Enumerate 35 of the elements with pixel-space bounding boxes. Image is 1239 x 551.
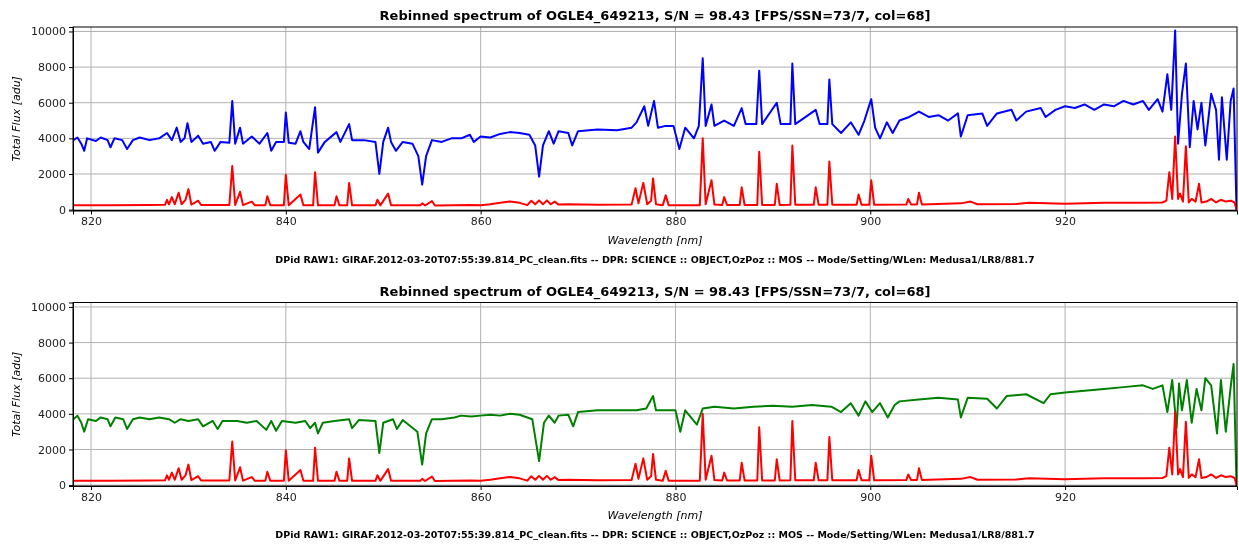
x-tick-label: 900 [860, 490, 882, 504]
y-tick-label: 6000 [38, 96, 66, 110]
y-tick-label: 2000 [38, 168, 66, 181]
x-tick-label: 880 [665, 215, 687, 229]
y-tick-label: 6000 [38, 372, 66, 386]
x-tick-label: 860 [470, 215, 492, 229]
x-tick-label: 860 [470, 490, 492, 504]
x-tick-label: 840 [275, 215, 297, 229]
x-tick-label: 880 [665, 490, 687, 504]
y-axis-title: Total Flux [adu] [10, 76, 23, 162]
line-series [73, 411, 1237, 486]
line-series [73, 29, 1237, 211]
chart-title: Rebinned spectrum of OGLE4_649213, S/N = 98.43 [FPS/SSN=73/7, col=68] [379, 283, 931, 300]
y-tick-label: 0 [59, 203, 66, 217]
y-tick-label: 4000 [38, 407, 66, 421]
x-tick-label: 840 [275, 490, 297, 504]
x-axis-title: Wavelength [nm] [607, 233, 703, 247]
y-tick-label: 0 [59, 479, 66, 493]
y-tick-label: 8000 [38, 336, 66, 350]
y-tick-label: 10000 [31, 25, 66, 39]
x-tick-label: 900 [860, 215, 882, 229]
line-series [73, 135, 1237, 211]
y-tick-label: 2000 [38, 443, 66, 457]
y-tick-label: 10000 [31, 300, 66, 314]
x-tick-label: 820 [81, 490, 103, 504]
text: DPid RAW1: GIRAF.2012-03-20T07:55:39.814_PC_clean.fits -- DPR: SCIENCE :: OBJECT,OzPoz :: MOS -- Mode/Setting/WLen: Medusa1/LR8/881.7 [275, 529, 1035, 540]
text: DPid RAW1: GIRAF.2012-03-20T07:55:39.814_PC_clean.fits -- DPR: SCIENCE :: OBJECT,OzPoz :: MOS -- Mode/Setting/WLen: Medusa1/LR8/881.7 [275, 253, 1035, 265]
x-tick-label: 920 [1055, 490, 1077, 504]
chart-title: Rebinned spectrum of OGLE4_649213, S/N = 98.43 [FPS/SSN=73/7, col=68] [379, 8, 931, 24]
y-axis-title: Total Flux [adu] [10, 351, 23, 437]
x-tick-label: 820 [81, 215, 103, 229]
x-axis-title: Wavelength [nm] [607, 509, 703, 522]
y-tick-label: 4000 [38, 132, 66, 146]
y-tick-label: 8000 [38, 61, 66, 75]
x-tick-label: 920 [1055, 215, 1077, 229]
